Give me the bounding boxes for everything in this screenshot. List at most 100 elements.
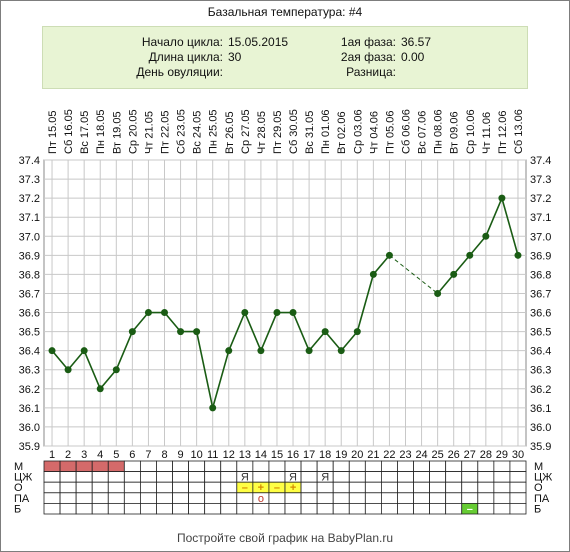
marker-cell bbox=[123, 481, 141, 494]
x-day-number: 6 bbox=[129, 449, 135, 461]
y-tick-label-left: 37.1 bbox=[19, 212, 40, 224]
x-date-label: Пн 08.06 bbox=[433, 109, 445, 154]
series-segment bbox=[163, 312, 182, 333]
marker-cell bbox=[380, 471, 398, 483]
marker-cell bbox=[43, 471, 61, 483]
x-day-number: 24 bbox=[415, 449, 427, 461]
x-date-label: Чт 21.05 bbox=[143, 111, 155, 154]
marker-cell bbox=[413, 471, 430, 483]
marker-cell bbox=[139, 502, 157, 515]
marker-cell bbox=[91, 502, 109, 515]
marker-cell bbox=[139, 481, 157, 494]
marker-cell bbox=[43, 481, 61, 494]
y-tick-label-left: 36.3 bbox=[19, 365, 40, 377]
series-segment bbox=[195, 331, 214, 409]
x-date-label: Ср 10.06 bbox=[465, 109, 477, 154]
x-day-number: 14 bbox=[255, 449, 267, 461]
cycle-start-label: Начало цикла: bbox=[141, 35, 223, 49]
marker-cell bbox=[397, 471, 414, 483]
x-day-number: 26 bbox=[448, 449, 460, 461]
marker-cell bbox=[188, 481, 206, 494]
x-date-label: Сб 23.05 bbox=[176, 109, 188, 154]
marker-cell bbox=[123, 471, 141, 483]
x-day-number: 18 bbox=[319, 449, 331, 461]
data-point bbox=[434, 289, 442, 297]
marker-symbol: + bbox=[258, 482, 264, 494]
y-tick-label-right: 37.4 bbox=[530, 155, 551, 167]
series-segment bbox=[324, 331, 342, 352]
marker-cell bbox=[268, 471, 286, 483]
data-point bbox=[80, 347, 88, 355]
y-tick-label-left: 36.0 bbox=[19, 422, 40, 434]
marker-row-label-right: ЦЖ bbox=[534, 472, 552, 484]
marker-cell bbox=[107, 481, 125, 494]
data-point bbox=[225, 347, 233, 355]
x-day-number: 13 bbox=[239, 449, 251, 461]
x-day-number: 22 bbox=[383, 449, 395, 461]
marker-symbol: + bbox=[290, 482, 296, 494]
marker-cell bbox=[75, 471, 93, 483]
series-segment bbox=[51, 350, 69, 371]
marker-cell bbox=[188, 460, 206, 473]
marker-cell bbox=[509, 481, 527, 494]
marker-cell bbox=[252, 460, 270, 473]
data-point bbox=[96, 385, 104, 393]
marker-cell bbox=[397, 502, 414, 515]
x-date-label: Пт 22.05 bbox=[160, 110, 172, 154]
data-point bbox=[112, 366, 120, 374]
marker-cell bbox=[204, 460, 222, 473]
x-day-number: 19 bbox=[335, 449, 347, 461]
data-point bbox=[273, 309, 281, 317]
marker-cell bbox=[429, 460, 447, 473]
cycle-length-label: Длина цикла: bbox=[148, 50, 223, 64]
marker-cell bbox=[493, 460, 511, 473]
x-date-label: Ср 20.05 bbox=[127, 109, 139, 154]
chart-title: Базальная температура: #4 bbox=[207, 5, 363, 19]
series-segment bbox=[453, 254, 471, 275]
marker-cell bbox=[445, 471, 463, 483]
marker-cell bbox=[348, 492, 366, 504]
marker-cell bbox=[332, 460, 350, 473]
marker-cell bbox=[220, 460, 238, 473]
marker-cell bbox=[348, 481, 366, 494]
marker-cell bbox=[139, 471, 157, 483]
marker-cell bbox=[316, 460, 334, 473]
y-tick-label-right: 36.6 bbox=[530, 308, 551, 320]
marker-cell bbox=[413, 492, 430, 504]
x-date-label: Пн 01.06 bbox=[320, 109, 332, 154]
marker-cell bbox=[139, 460, 157, 473]
x-date-label: Вс 17.05 bbox=[79, 111, 91, 154]
data-point bbox=[257, 347, 265, 355]
series-segment bbox=[99, 369, 117, 390]
series-segment bbox=[340, 331, 358, 352]
marker-cell bbox=[204, 481, 222, 494]
marker-cell bbox=[43, 460, 61, 473]
x-date-label: Вт 26.05 bbox=[224, 111, 236, 154]
x-date-label: Сб 16.05 bbox=[63, 109, 75, 154]
marker-cell bbox=[429, 481, 447, 494]
marker-row-label-right: М bbox=[534, 461, 543, 473]
marker-cell bbox=[59, 471, 77, 483]
x-day-number: 11 bbox=[207, 449, 218, 461]
data-point bbox=[369, 270, 377, 278]
marker-symbol: o bbox=[258, 493, 264, 505]
series-segment bbox=[501, 197, 519, 256]
marker-row-label-left: О bbox=[14, 482, 23, 494]
y-tick-label-left: 36.7 bbox=[19, 288, 40, 300]
footer-link[interactable]: Постройте свой график на BabyPlan.ru bbox=[176, 531, 394, 545]
x-date-label: Ср 03.06 bbox=[352, 109, 364, 154]
y-tick-label-right: 35.9 bbox=[530, 441, 551, 453]
marker-cell bbox=[364, 460, 382, 473]
data-point bbox=[353, 328, 361, 336]
x-date-label: Пт 05.06 bbox=[384, 110, 396, 154]
x-day-number: 23 bbox=[399, 449, 411, 461]
y-tick-label-left: 36.8 bbox=[19, 269, 40, 281]
marker-cell bbox=[172, 481, 190, 494]
marker-cell bbox=[156, 502, 173, 515]
marker-cell bbox=[477, 471, 495, 483]
x-day-number: 10 bbox=[191, 449, 203, 461]
y-tick-label-right: 36.7 bbox=[530, 288, 551, 300]
marker-cell bbox=[236, 492, 254, 504]
marker-row-label-right: О bbox=[534, 482, 543, 494]
marker-cell bbox=[268, 502, 286, 515]
